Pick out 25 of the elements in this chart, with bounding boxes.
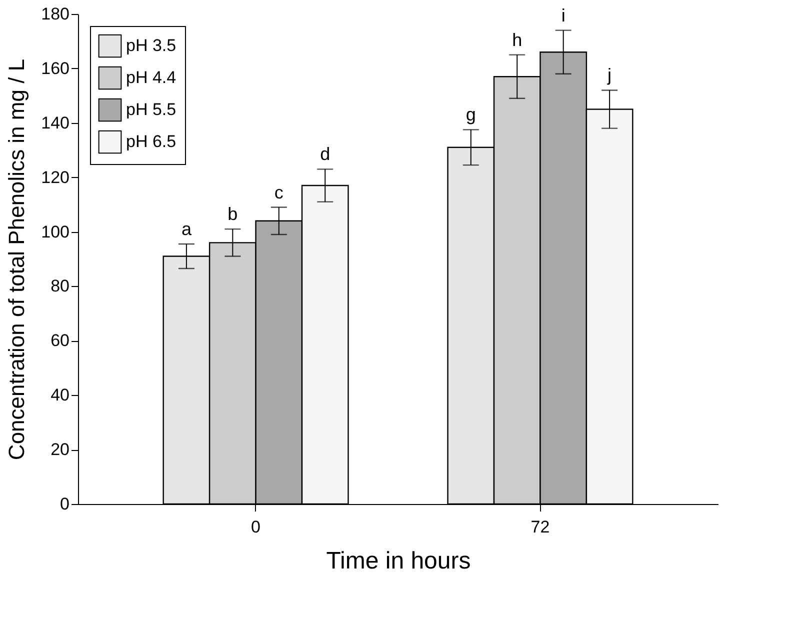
legend-label: pH 5.5 — [126, 100, 176, 119]
legend-label: pH 6.5 — [126, 132, 176, 151]
data-label: a — [181, 219, 192, 240]
y-axis-title: Concentration of total Phenolics in mg / L — [4, 58, 30, 460]
data-label: h — [512, 30, 522, 50]
x-tick-label: 72 — [530, 518, 550, 536]
y-tick-label: 160 — [41, 58, 70, 78]
data-label: g — [466, 104, 476, 125]
data-label: j — [606, 65, 612, 86]
y-tick-label: 0 — [60, 494, 70, 514]
data-label: i — [561, 5, 566, 26]
legend-label: pH 4.4 — [126, 68, 176, 87]
y-tick-label: 40 — [50, 386, 70, 405]
data-label: d — [320, 144, 330, 164]
data-label: b — [228, 204, 238, 224]
data-label: c — [274, 182, 284, 202]
y-tick-label: 60 — [50, 331, 70, 350]
y-tick-label: 20 — [50, 440, 70, 460]
x-axis-title: Time in hours — [326, 548, 471, 574]
y-tick-label: 120 — [41, 168, 70, 187]
legend-label: pH 3.5 — [126, 36, 176, 55]
y-tick-label: 180 — [41, 4, 70, 24]
y-tick-label: 140 — [41, 113, 70, 132]
y-tick-label: 100 — [41, 222, 70, 242]
y-tick-label: 80 — [50, 276, 70, 296]
